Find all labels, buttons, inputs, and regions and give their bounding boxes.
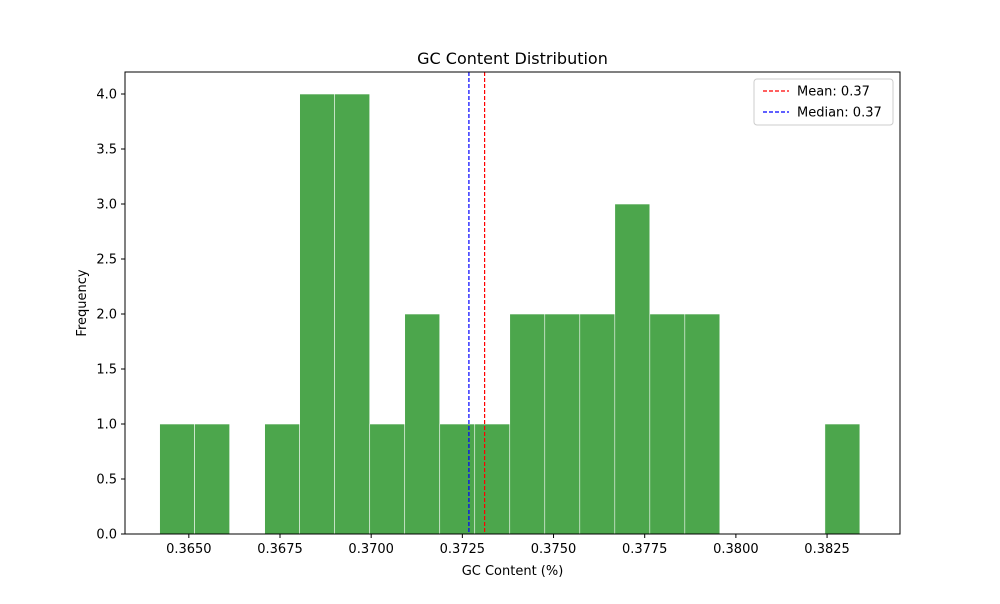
- y-tick-label: 4.0: [96, 88, 117, 103]
- x-tick-label: 0.3675: [257, 542, 303, 557]
- histogram-bar: [649, 313, 686, 535]
- histogram-bar: [509, 313, 546, 535]
- histogram-bar: [404, 313, 441, 535]
- y-tick-label: 3.5: [96, 143, 117, 158]
- histogram-bar: [824, 423, 861, 535]
- y-tick-label: 0.0: [96, 528, 117, 543]
- histogram-bar: [614, 203, 651, 535]
- histogram-bar: [299, 93, 336, 535]
- y-axis-label: Frequency: [75, 269, 90, 336]
- reference-lines: [468, 72, 486, 534]
- histogram-bar: [684, 313, 721, 535]
- histogram-bars: [159, 93, 861, 535]
- histogram-bar: [159, 423, 195, 535]
- y-tick-label: 1.0: [96, 418, 117, 433]
- legend-entry-label: Median: 0.37: [797, 106, 882, 121]
- x-tick-label: 0.3750: [531, 542, 577, 557]
- plot-frame: [124, 71, 901, 535]
- y-tick-label: 2.5: [96, 253, 117, 268]
- x-tick-label: 0.3825: [804, 542, 850, 557]
- y-tick-label: 0.5: [96, 473, 117, 488]
- histogram-bar: [264, 423, 300, 535]
- histogram-bar: [544, 313, 581, 535]
- x-tick-label: 0.3650: [166, 542, 212, 557]
- histogram-bar: [474, 423, 511, 535]
- y-tick-label: 3.0: [96, 198, 117, 213]
- legend-entry-label: Mean: 0.37: [797, 85, 870, 100]
- x-axis-ticks: 0.3650 0.3675 0.3700 0.3725 0.3750 0.3775 0.38…: [166, 534, 850, 557]
- x-tick-label: 0.3700: [348, 542, 394, 557]
- y-tick-label: 2.0: [96, 308, 117, 323]
- chart-title: GC Content Distribution: [417, 49, 608, 68]
- histogram-bar: [334, 93, 371, 535]
- y-axis-ticks: 0.0 0.5 1.0 1.5 2.0 2.5 3.0 3.5 4.0: [96, 88, 125, 543]
- histogram-bar: [194, 423, 230, 535]
- legend: Mean: 0.37 Median: 0.37: [753, 78, 894, 126]
- histogram-bar: [439, 423, 476, 535]
- x-tick-label: 0.3725: [440, 542, 486, 557]
- histogram-bar: [369, 423, 406, 535]
- x-axis-label: GC Content (%): [462, 564, 564, 579]
- x-tick-label: 0.3775: [622, 542, 668, 557]
- histogram-bar: [579, 313, 616, 535]
- y-tick-label: 1.5: [96, 363, 117, 378]
- x-tick-label: 0.3800: [713, 542, 759, 557]
